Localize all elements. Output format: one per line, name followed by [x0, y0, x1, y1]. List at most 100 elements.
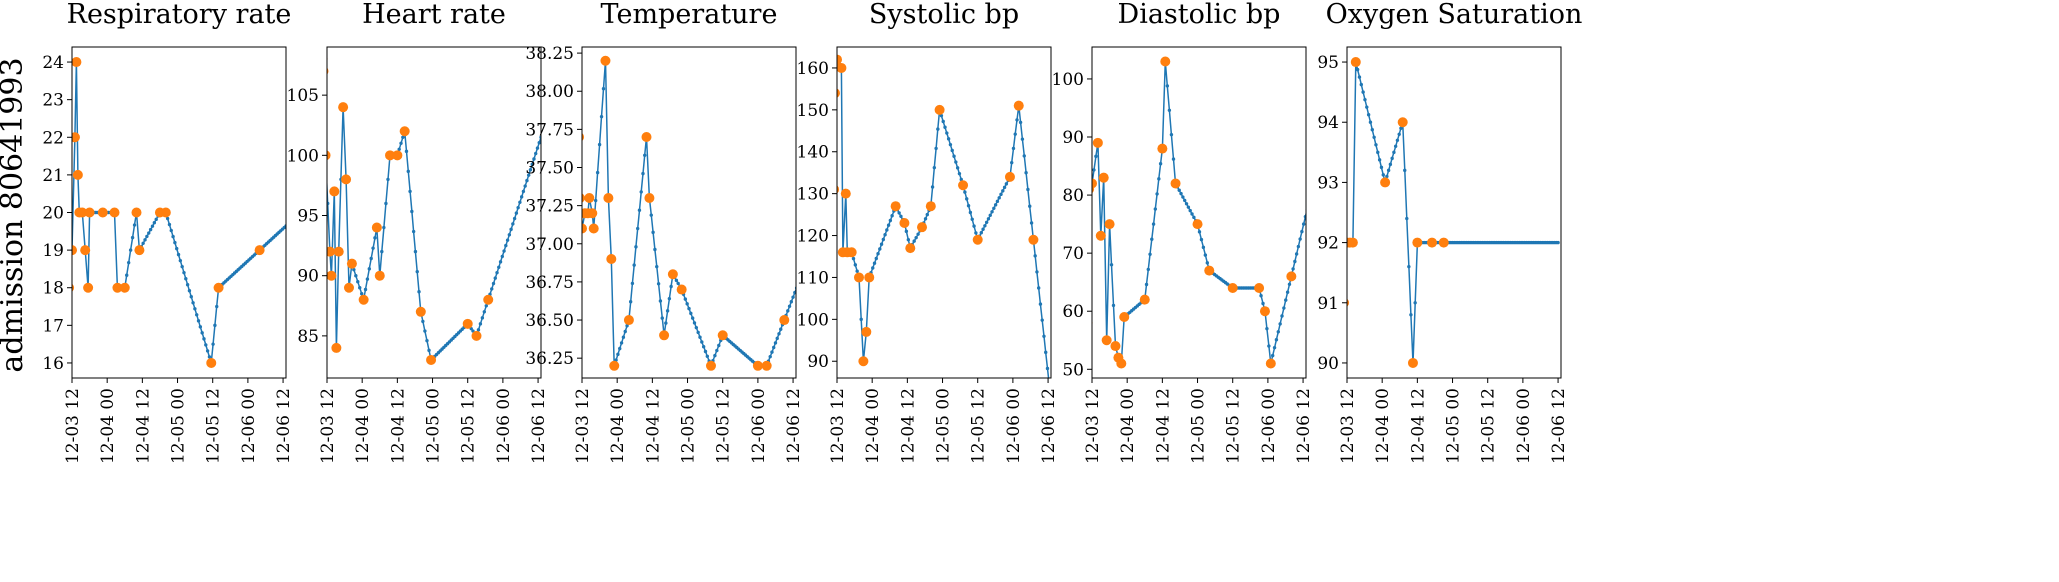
observation-point: [483, 294, 494, 305]
interp-point: [404, 149, 409, 154]
interp-point: [182, 270, 186, 275]
x-tick-label: 12-06 12: [274, 388, 294, 464]
observation-point: [582, 223, 587, 234]
interp-point: [899, 214, 903, 218]
interp-point: [509, 227, 513, 232]
y-tick-label: 37.50: [525, 159, 574, 179]
interp-point: [195, 313, 199, 317]
y-tick-label: 20: [42, 204, 64, 224]
interp-point: [635, 226, 640, 231]
interp-point: [498, 260, 503, 264]
observation-point: [861, 326, 872, 337]
interp-point: [132, 223, 137, 227]
interp-point: [167, 222, 172, 227]
y-tick-label: 80: [1062, 186, 1084, 206]
interp-point: [150, 224, 155, 228]
x-tick-label: 12-05 00: [1189, 388, 1209, 464]
interp-point: [653, 247, 657, 252]
interp-point: [213, 323, 217, 328]
x-tick-label: 12-06 00: [494, 388, 514, 464]
chart-panel: Diastolic bp 50 60 70 80 90 100 12-03 12 12-04 0…: [1052, 0, 1315, 464]
interp-point: [649, 213, 653, 217]
interp-point: [930, 185, 935, 189]
observation-point: [958, 180, 969, 191]
interp-point: [1015, 118, 1019, 122]
interp-point: [511, 222, 515, 226]
x-tick-label: 12-06 00: [749, 388, 769, 464]
interp-point: [1261, 301, 1265, 306]
interp-point: [701, 345, 706, 349]
interp-point: [1197, 230, 1202, 234]
interp-point: [578, 196, 581, 199]
observation-point: [119, 282, 130, 293]
y-tick-label: 150: [797, 101, 829, 121]
interp-point: [386, 177, 390, 182]
interp-point: [352, 267, 356, 272]
observation-point: [623, 315, 634, 326]
interp-point: [1205, 261, 1210, 265]
interp-point: [1087, 188, 1090, 191]
y-tick-label: 50: [1062, 360, 1084, 380]
interp-point: [1366, 113, 1371, 117]
observation-point: [600, 55, 611, 66]
plot-frame: [326, 46, 542, 379]
interp-point: [676, 281, 680, 286]
chart-panel: Systolic bp 90 100 110 120 130 140 150 160 12-03 …: [797, 0, 1060, 464]
interp-point: [1267, 344, 1271, 348]
interp-point: [193, 307, 197, 311]
observation-point: [846, 247, 857, 258]
observation-point: [837, 62, 847, 73]
interp-point: [516, 205, 520, 210]
interp-point: [1393, 144, 1398, 148]
observation-point: [917, 222, 928, 233]
interp-point: [126, 260, 131, 265]
interp-point: [1044, 350, 1048, 355]
x-tick-label: 12-05 12: [204, 388, 224, 464]
interp-point: [493, 276, 497, 280]
observation-point: [1104, 219, 1115, 230]
interp-point: [713, 353, 717, 358]
chart-panel: Oxygen Saturation 90 91 92 93 94 95 12-03 12 12-…: [1317, 0, 1582, 464]
observation-point: [374, 270, 385, 281]
observation-point: [1119, 312, 1130, 323]
interp-point: [286, 223, 289, 226]
interp-point: [914, 235, 918, 240]
y-tick-label: 140: [797, 143, 829, 163]
interp-point: [1359, 82, 1363, 87]
interp-point: [1291, 267, 1295, 271]
chart-panel: Temperature 36.25 36.50 36.75 37.00 37.25 37.5…: [525, 0, 804, 464]
interp-point: [773, 341, 778, 345]
interp-point: [777, 332, 781, 336]
interp-point: [191, 301, 195, 305]
x-tick-label: 12-06 12: [529, 388, 549, 464]
interp-point: [502, 249, 506, 253]
interp-point: [1109, 263, 1114, 267]
observation-point: [72, 283, 75, 292]
interp-point: [1409, 313, 1413, 317]
observation-point: [83, 282, 94, 293]
observation-point: [254, 245, 265, 256]
observation-point: [358, 294, 369, 305]
observation-point: [385, 150, 396, 161]
interp-point: [881, 237, 886, 242]
interp-point: [660, 316, 664, 320]
observation-point: [392, 150, 403, 161]
interp-point: [532, 157, 536, 161]
interp-point: [595, 170, 600, 175]
interp-point: [779, 327, 783, 331]
observation-point: [588, 223, 599, 234]
interp-point: [399, 141, 403, 145]
interp-point: [147, 231, 151, 235]
chart-title: Temperature: [601, 0, 778, 30]
observation-point: [1092, 178, 1097, 189]
y-tick-label: 93: [1317, 173, 1339, 193]
interp-point: [957, 171, 962, 176]
interp-point: [169, 228, 173, 233]
plot-frame: [836, 46, 1052, 379]
interp-point: [427, 348, 431, 353]
y-tick-label: 110: [797, 268, 829, 288]
y-tick-label: 21: [42, 166, 64, 186]
observation-point: [676, 284, 687, 295]
interp-point: [628, 300, 633, 304]
interp-point: [211, 342, 215, 346]
